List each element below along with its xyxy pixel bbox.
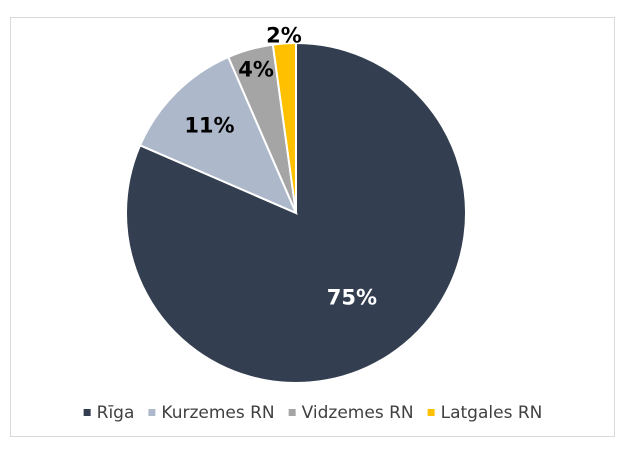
legend-marker	[83, 409, 91, 416]
legend-marker	[148, 409, 156, 416]
legend-marker	[288, 409, 296, 416]
data-label: 11%	[184, 113, 234, 137]
data-label: 4%	[238, 58, 274, 82]
legend-label: Vidzemes RN	[302, 403, 414, 423]
legend-marker	[427, 409, 435, 416]
pie-slice	[138, 55, 298, 215]
data-label: 2%	[266, 24, 302, 48]
data-label: 75%	[327, 285, 377, 309]
legend-label: Rīga	[97, 403, 135, 423]
legend-label: Latgales RN	[441, 403, 543, 423]
legend-label: Kurzemes RN	[161, 403, 274, 423]
pie-slice	[271, 41, 297, 214]
